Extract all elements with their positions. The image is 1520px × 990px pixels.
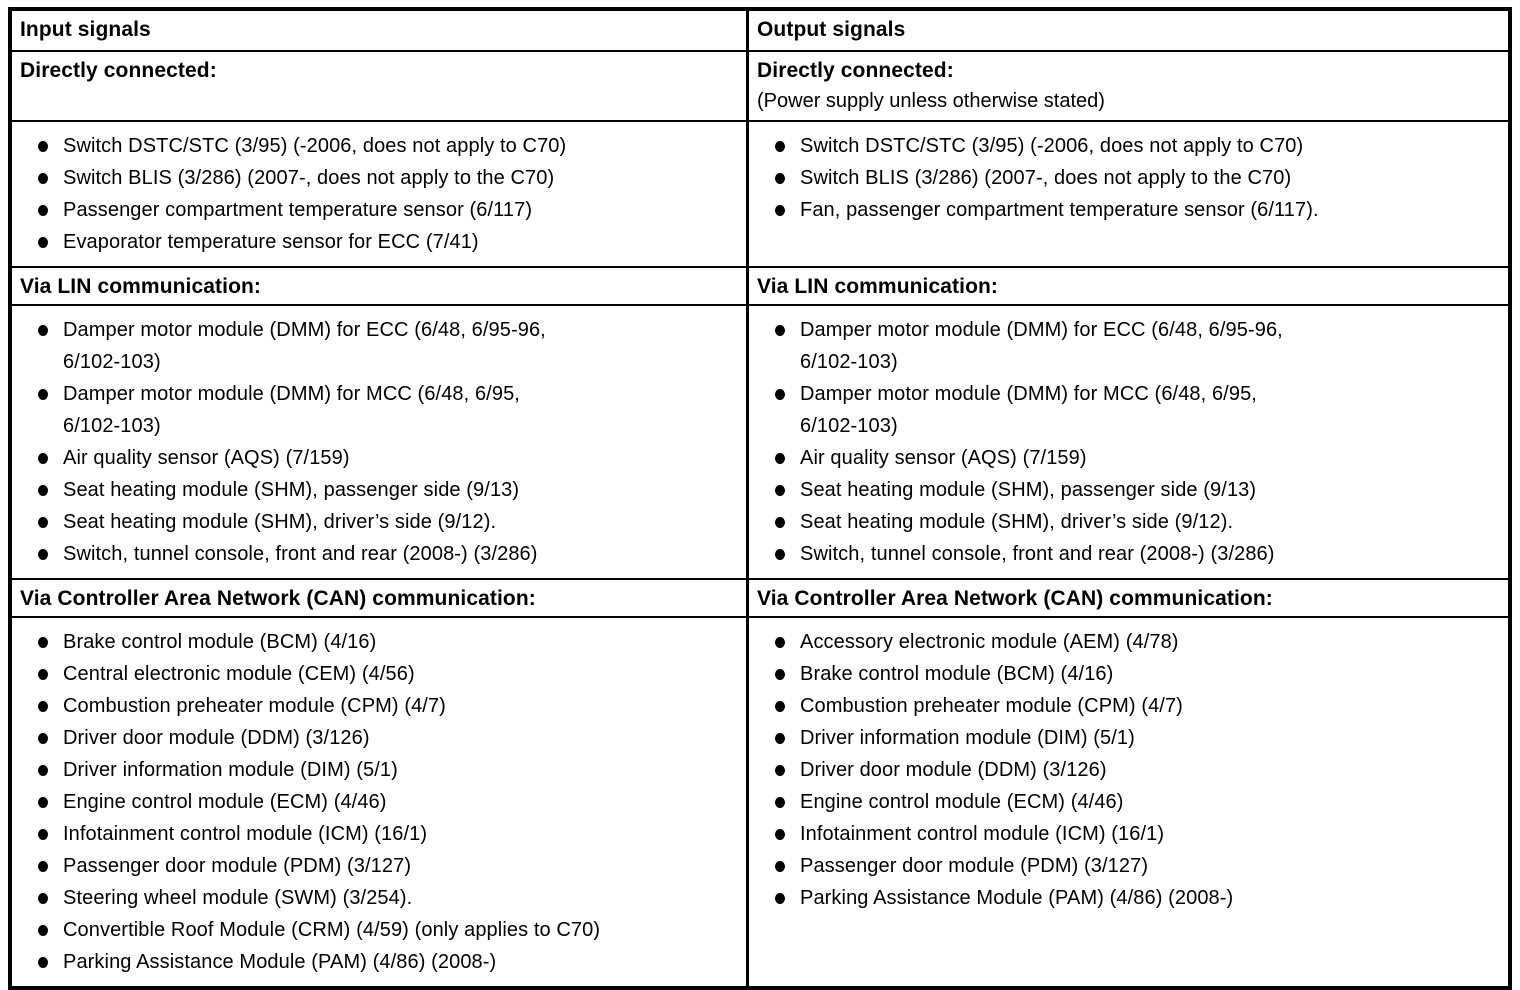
signal-list: Brake control module (BCM) (4/16) Central… xyxy=(12,626,746,978)
list-item: Driver information module (DIM) (5/1) xyxy=(36,754,736,786)
output-directly-connected-title-cell: Directly connected: (Power supply unless… xyxy=(746,50,1508,120)
input-signals-header-cell: Input signals xyxy=(12,11,746,50)
input-lin-list-cell: Damper motor module (DMM) for ECC (6/48,… xyxy=(12,304,746,578)
list-item: Air quality sensor (AQS) (7/159) xyxy=(36,442,736,474)
signal-list: Damper motor module (DMM) for ECC (6/48,… xyxy=(12,314,746,570)
list-item: Brake control module (BCM) (4/16) xyxy=(773,658,1498,690)
section-title: Directly connected: xyxy=(20,59,217,82)
list-item: Seat heating module (SHM), driver’s side… xyxy=(36,506,736,538)
list-item: Passenger compartment temperature sensor… xyxy=(36,194,736,226)
section-subtitle xyxy=(12,88,746,93)
list-item: Accessory electronic module (AEM) (4/78) xyxy=(773,626,1498,658)
list-item: Driver door module (DDM) (3/126) xyxy=(773,754,1498,786)
list-item: Seat heating module (SHM), passenger sid… xyxy=(36,474,736,506)
signal-list: Damper motor module (DMM) for ECC (6/48,… xyxy=(749,314,1508,570)
list-item: Switch DSTC/STC (3/95) (-2006, does not … xyxy=(36,130,736,162)
list-item: Seat heating module (SHM), passenger sid… xyxy=(773,474,1498,506)
list-item: Switch BLIS (3/286) (2007-, does not app… xyxy=(36,162,736,194)
section-subtitle: (Power supply unless otherwise stated) xyxy=(757,90,1105,112)
list-item: Damper motor module (DMM) for ECC (6/48,… xyxy=(773,314,1498,378)
output-directly-connected-list-cell: Switch DSTC/STC (3/95) (-2006, does not … xyxy=(746,120,1508,266)
list-item: Seat heating module (SHM), driver’s side… xyxy=(773,506,1498,538)
list-item: Parking Assistance Module (PAM) (4/86) (… xyxy=(773,882,1498,914)
output-lin-title-cell: Via LIN communication: xyxy=(746,266,1508,304)
list-item: Damper motor module (DMM) for MCC (6/48,… xyxy=(773,378,1498,442)
list-item: Engine control module (ECM) (4/46) xyxy=(36,786,736,818)
input-can-title-cell: Via Controller Area Network (CAN) commun… xyxy=(12,578,746,616)
output-can-list-cell: Accessory electronic module (AEM) (4/78)… xyxy=(746,616,1508,986)
list-item: Infotainment control module (ICM) (16/1) xyxy=(36,818,736,850)
list-item: Engine control module (ECM) (4/46) xyxy=(773,786,1498,818)
list-item: Switch, tunnel console, front and rear (… xyxy=(773,538,1498,570)
signal-list: Accessory electronic module (AEM) (4/78)… xyxy=(749,626,1508,914)
signal-list: Switch DSTC/STC (3/95) (-2006, does not … xyxy=(749,130,1508,226)
list-item: Switch BLIS (3/286) (2007-, does not app… xyxy=(773,162,1498,194)
column-header-output: Output signals xyxy=(757,18,906,41)
list-item: Central electronic module (CEM) (4/56) xyxy=(36,658,736,690)
list-item: Passenger door module (PDM) (3/127) xyxy=(36,850,736,882)
list-item: Switch, tunnel console, front and rear (… xyxy=(36,538,736,570)
input-can-list-cell: Brake control module (BCM) (4/16) Central… xyxy=(12,616,746,986)
list-item: Air quality sensor (AQS) (7/159) xyxy=(773,442,1498,474)
input-directly-connected-title-cell: Directly connected: xyxy=(12,50,746,120)
list-item: Evaporator temperature sensor for ECC (7… xyxy=(36,226,736,258)
list-item: Driver door module (DDM) (3/126) xyxy=(36,722,736,754)
output-signals-header-cell: Output signals xyxy=(746,11,1508,50)
list-item: Brake control module (BCM) (4/16) xyxy=(36,626,736,658)
list-item: Combustion preheater module (CPM) (4/7) xyxy=(773,690,1498,722)
section-title: Via Controller Area Network (CAN) commun… xyxy=(757,587,1273,610)
signal-list: Switch DSTC/STC (3/95) (-2006, does not … xyxy=(12,130,746,258)
list-item: Fan, passenger compartment temperature s… xyxy=(773,194,1498,226)
output-can-title-cell: Via Controller Area Network (CAN) commun… xyxy=(746,578,1508,616)
list-item: Damper motor module (DMM) for MCC (6/48,… xyxy=(36,378,736,442)
list-item: Driver information module (DIM) (5/1) xyxy=(773,722,1498,754)
list-item: Steering wheel module (SWM) (3/254). xyxy=(36,882,736,914)
output-lin-list-cell: Damper motor module (DMM) for ECC (6/48,… xyxy=(746,304,1508,578)
list-item: Parking Assistance Module (PAM) (4/86) (… xyxy=(36,946,736,978)
list-item: Infotainment control module (ICM) (16/1) xyxy=(773,818,1498,850)
input-lin-title-cell: Via LIN communication: xyxy=(12,266,746,304)
input-directly-connected-list-cell: Switch DSTC/STC (3/95) (-2006, does not … xyxy=(12,120,746,266)
list-item: Switch DSTC/STC (3/95) (-2006, does not … xyxy=(773,130,1498,162)
list-item: Convertible Roof Module (CRM) (4/59) (on… xyxy=(36,914,736,946)
section-title: Via LIN communication: xyxy=(757,275,999,298)
signals-table: Input signals Output signals Directly co… xyxy=(8,7,1512,990)
list-item: Damper motor module (DMM) for ECC (6/48,… xyxy=(36,314,736,378)
section-title: Via LIN communication: xyxy=(20,275,262,298)
list-item: Passenger door module (PDM) (3/127) xyxy=(773,850,1498,882)
column-header-input: Input signals xyxy=(20,18,151,41)
section-title: Via Controller Area Network (CAN) commun… xyxy=(20,587,536,610)
list-item: Combustion preheater module (CPM) (4/7) xyxy=(36,690,736,722)
section-title: Directly connected: xyxy=(757,59,954,82)
